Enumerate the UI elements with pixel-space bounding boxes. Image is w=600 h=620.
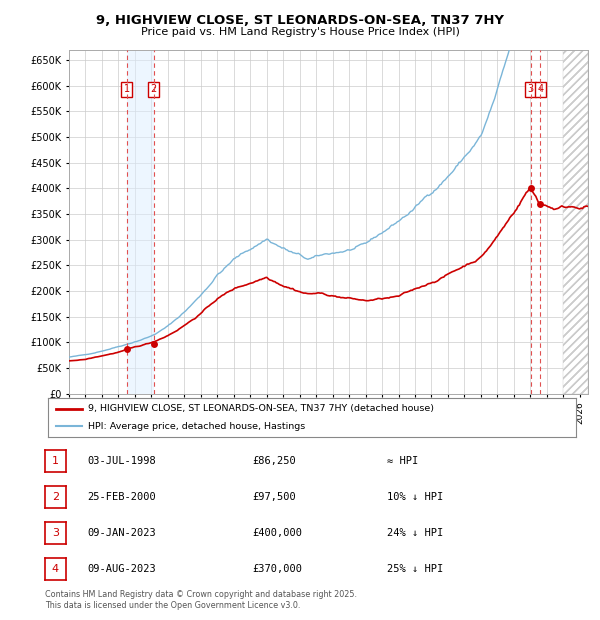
Text: 4: 4: [52, 564, 59, 574]
Text: Price paid vs. HM Land Registry's House Price Index (HPI): Price paid vs. HM Land Registry's House …: [140, 27, 460, 37]
Bar: [563, 50, 588, 394]
Bar: [127, 50, 154, 394]
Text: 10% ↓ HPI: 10% ↓ HPI: [387, 492, 443, 502]
Text: £86,250: £86,250: [252, 456, 296, 466]
Text: 9, HIGHVIEW CLOSE, ST LEONARDS-ON-SEA, TN37 7HY (detached house): 9, HIGHVIEW CLOSE, ST LEONARDS-ON-SEA, T…: [88, 404, 434, 414]
Text: HPI: Average price, detached house, Hastings: HPI: Average price, detached house, Hast…: [88, 422, 305, 431]
Text: 4: 4: [537, 84, 543, 94]
Text: 25-FEB-2000: 25-FEB-2000: [87, 492, 156, 502]
Text: 2: 2: [151, 84, 157, 94]
Text: £370,000: £370,000: [252, 564, 302, 574]
Text: 25% ↓ HPI: 25% ↓ HPI: [387, 564, 443, 574]
Text: 3: 3: [527, 84, 534, 94]
Text: 24% ↓ HPI: 24% ↓ HPI: [387, 528, 443, 538]
Text: £97,500: £97,500: [252, 492, 296, 502]
Text: 09-AUG-2023: 09-AUG-2023: [87, 564, 156, 574]
Text: 09-JAN-2023: 09-JAN-2023: [87, 528, 156, 538]
Text: 03-JUL-1998: 03-JUL-1998: [87, 456, 156, 466]
Text: £400,000: £400,000: [252, 528, 302, 538]
Text: 1: 1: [124, 84, 130, 94]
Bar: [563, 50, 588, 394]
Text: ≈ HPI: ≈ HPI: [387, 456, 418, 466]
Text: Contains HM Land Registry data © Crown copyright and database right 2025.
This d: Contains HM Land Registry data © Crown c…: [45, 590, 357, 609]
Text: 2: 2: [52, 492, 59, 502]
Text: 3: 3: [52, 528, 59, 538]
Text: 1: 1: [52, 456, 59, 466]
Text: 9, HIGHVIEW CLOSE, ST LEONARDS-ON-SEA, TN37 7HY: 9, HIGHVIEW CLOSE, ST LEONARDS-ON-SEA, T…: [96, 14, 504, 27]
